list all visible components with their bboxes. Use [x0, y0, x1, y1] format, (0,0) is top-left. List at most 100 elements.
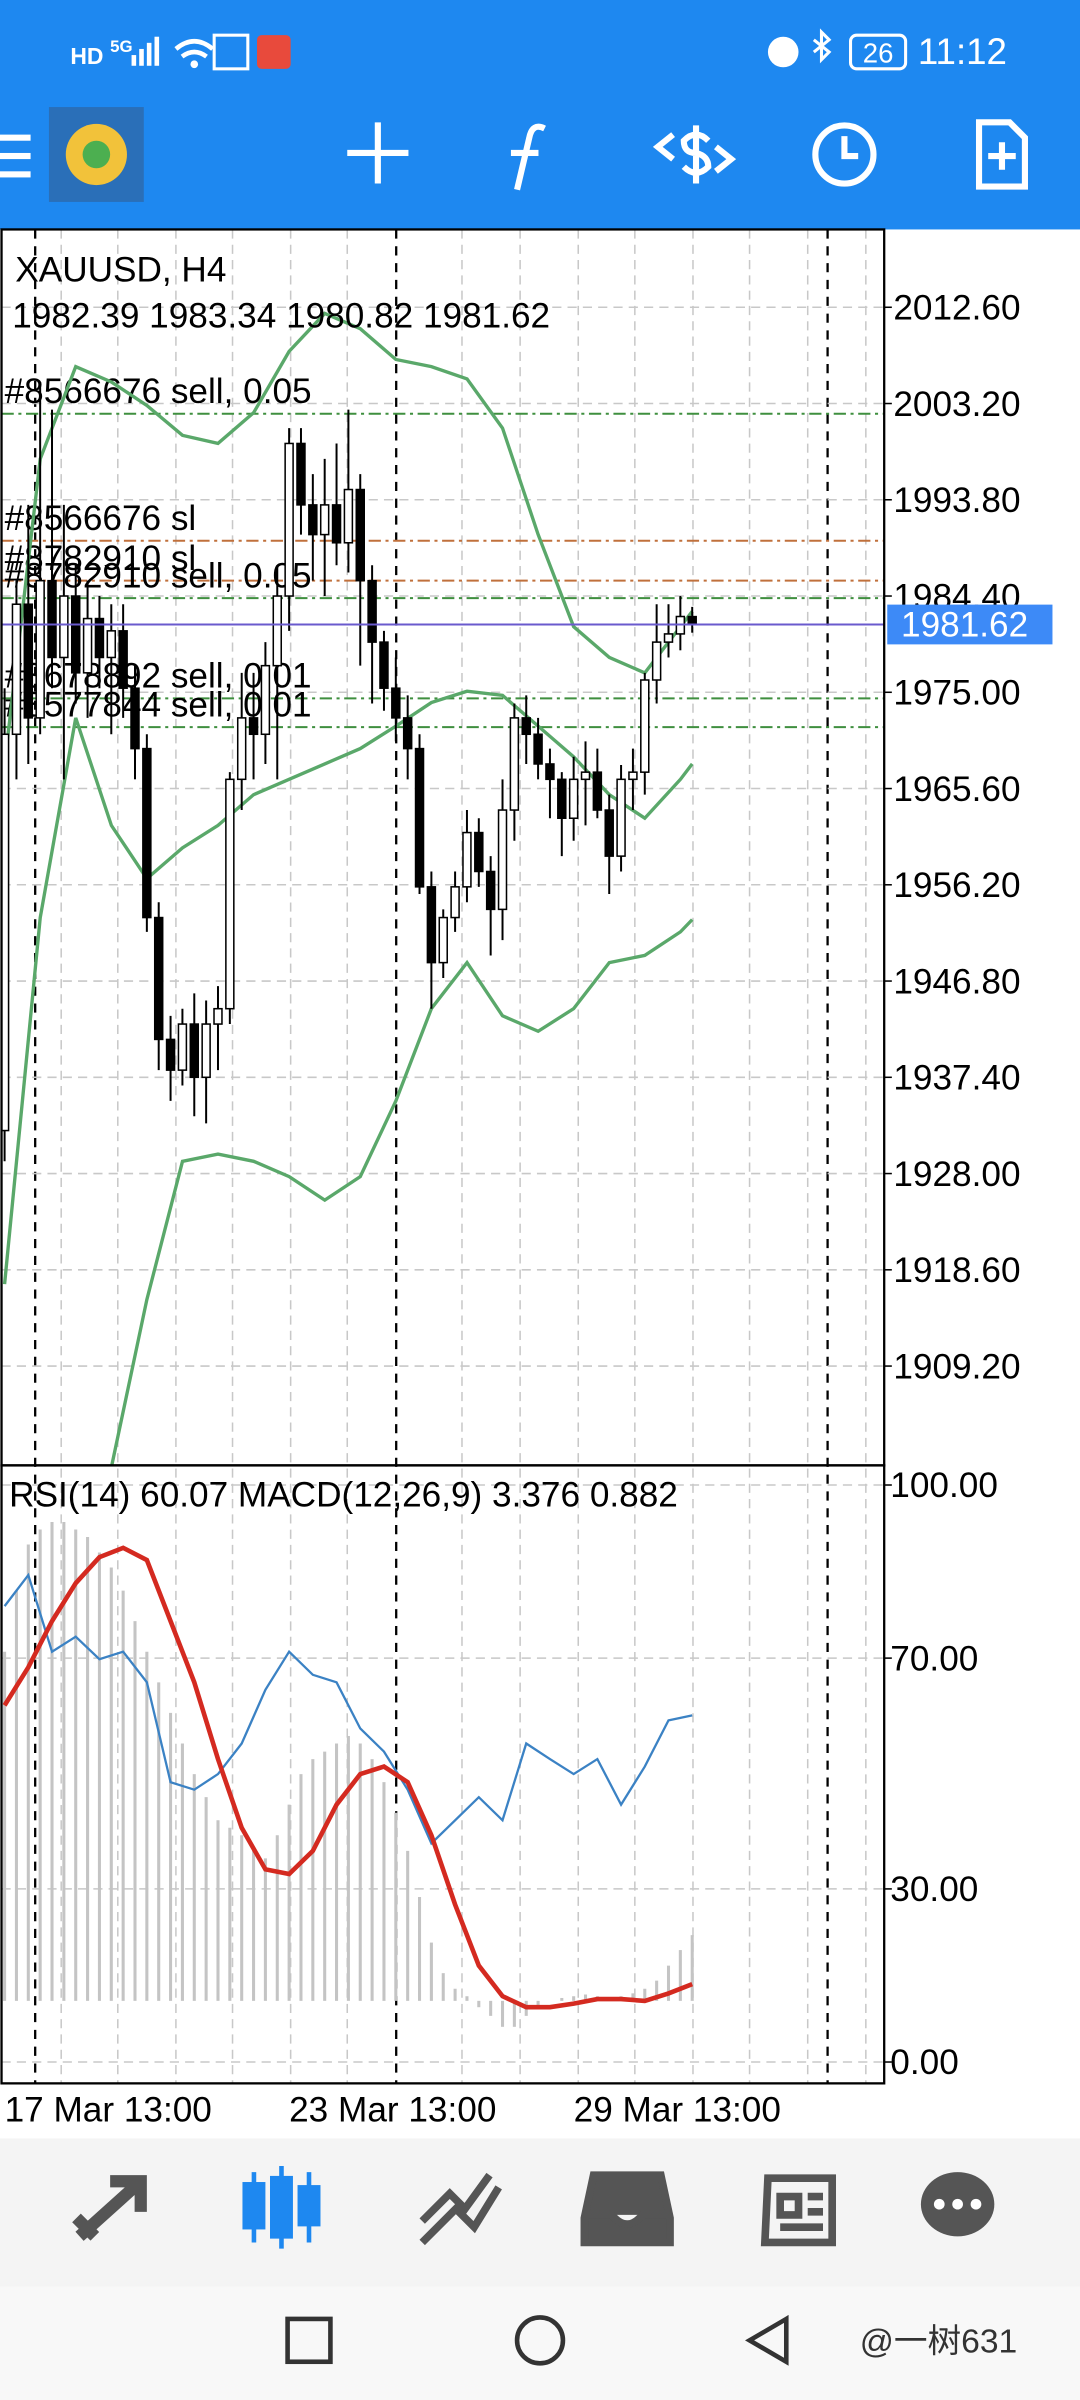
candle-body	[474, 831, 484, 873]
candle-body	[82, 617, 93, 674]
candle-body	[497, 809, 508, 911]
x-tick-label: 23 Mar 13:00	[289, 2091, 496, 2130]
indicators-button[interactable]	[510, 123, 546, 191]
candle-body	[47, 579, 57, 659]
candle-body	[343, 488, 354, 544]
candle-body	[165, 1038, 176, 1071]
chat-dots	[933, 2198, 982, 2210]
candle-body	[450, 886, 460, 919]
candle-body	[23, 603, 34, 719]
bollinger-lower	[110, 918, 694, 1466]
watermark: @一树631	[860, 2323, 1018, 2361]
order-label: #8577844 sell, 0.01	[5, 685, 312, 724]
y-tick-label: 1918.60	[893, 1251, 1020, 1290]
signal-bars	[131, 36, 160, 66]
candle-body	[592, 771, 603, 811]
period-separators	[34, 229, 829, 2084]
candle-body	[11, 603, 22, 736]
candle-body	[402, 717, 413, 750]
candle-body	[426, 886, 437, 964]
app-icon-red	[256, 35, 291, 69]
candle-body	[296, 442, 306, 506]
indicator-frame	[0, 1464, 886, 2085]
template-button[interactable]	[975, 119, 1028, 190]
app-header	[0, 0, 1080, 230]
y-tick-label: 1928.00	[893, 1155, 1020, 1194]
trade-button[interactable]	[652, 125, 737, 184]
y-tick-label: 1993.80	[893, 481, 1020, 520]
bollinger-upper	[2, 311, 694, 765]
candle-body	[272, 595, 283, 667]
candle-body	[568, 778, 579, 820]
indicator-title: RSI(14) 60.07 MACD(12,26,9) 3.376 0.882	[9, 1476, 678, 1515]
period-hands	[841, 136, 859, 160]
candle-body	[248, 717, 259, 736]
candle-body	[70, 595, 81, 674]
crosshair-button[interactable]	[347, 122, 409, 184]
battery-outline	[849, 33, 908, 71]
candle-body	[236, 717, 247, 781]
y-tick-label: 1965.60	[893, 770, 1020, 809]
news-tab[interactable]	[760, 2174, 837, 2247]
candle-body	[545, 763, 555, 781]
status-time: 11:12	[918, 31, 1007, 72]
candle-body	[367, 579, 377, 643]
order-label: #8678892 sell, 0.01	[5, 657, 312, 696]
period-button[interactable]	[812, 122, 877, 187]
candle-body	[35, 579, 45, 719]
candle-body	[189, 1023, 200, 1079]
y-tick-label: 2012.60	[893, 289, 1020, 328]
candle-body	[462, 831, 472, 888]
candle-body	[414, 747, 425, 888]
recents-button[interactable]	[285, 2316, 333, 2365]
wifi-icon	[174, 39, 215, 59]
candle-body	[130, 687, 140, 750]
y-tick-label: 1975.00	[893, 674, 1020, 713]
rsi-line	[3, 1572, 693, 1846]
quotes-tab[interactable]	[72, 2175, 147, 2241]
candle-body	[308, 504, 318, 536]
y-tick-label: 1946.80	[893, 962, 1020, 1001]
mt4-logo-inner	[82, 140, 111, 169]
y-tick-label: 1956.20	[893, 866, 1020, 905]
candle-body	[118, 630, 128, 689]
candle-body	[557, 778, 567, 820]
y-tick-label: 1937.40	[893, 1059, 1020, 1098]
y-tick-label: 2003.20	[893, 385, 1020, 424]
candle-body	[142, 747, 152, 919]
y-tick-label: 0.00	[890, 2043, 958, 2082]
main-frame	[0, 228, 886, 1467]
system-nav	[0, 2286, 1080, 2400]
candle-body	[616, 778, 626, 857]
menu-button[interactable]	[0, 134, 31, 178]
order-label: #8782910 sl	[5, 539, 197, 578]
bluetooth-icon	[812, 28, 832, 64]
candle-body	[604, 809, 614, 857]
history-tab[interactable]	[580, 2171, 674, 2247]
wifi-dot	[190, 60, 199, 69]
candle-body	[153, 916, 164, 1041]
back-button[interactable]	[745, 2314, 789, 2366]
candle-body	[260, 664, 271, 736]
main-plot: #8566676 sell, 0.05 #8566676 sl#8782910 s…	[1, 311, 885, 1466]
axis-layer: 2012.602003.201993.801984.401975.001965.…	[5, 289, 1053, 2130]
trade-tab[interactable]	[419, 2172, 502, 2246]
battery-level: 26	[863, 38, 894, 69]
candle-body	[177, 1023, 188, 1071]
candle-body	[663, 633, 674, 643]
status-signal: 5G	[110, 37, 132, 56]
candle-body	[580, 771, 591, 781]
candle-body	[509, 717, 520, 811]
candle-body	[438, 916, 448, 964]
candle-body	[355, 488, 365, 582]
candle-body	[651, 641, 662, 681]
home-button[interactable]	[514, 2315, 566, 2366]
y-tick-label: 30.00	[890, 1870, 978, 1909]
candle-body	[1, 733, 10, 1132]
candle-body	[284, 442, 294, 597]
order-label: #8566676 sl	[5, 499, 197, 538]
app-icon	[212, 33, 250, 71]
chart-tab[interactable]	[242, 2165, 321, 2249]
candle-body	[687, 615, 697, 626]
